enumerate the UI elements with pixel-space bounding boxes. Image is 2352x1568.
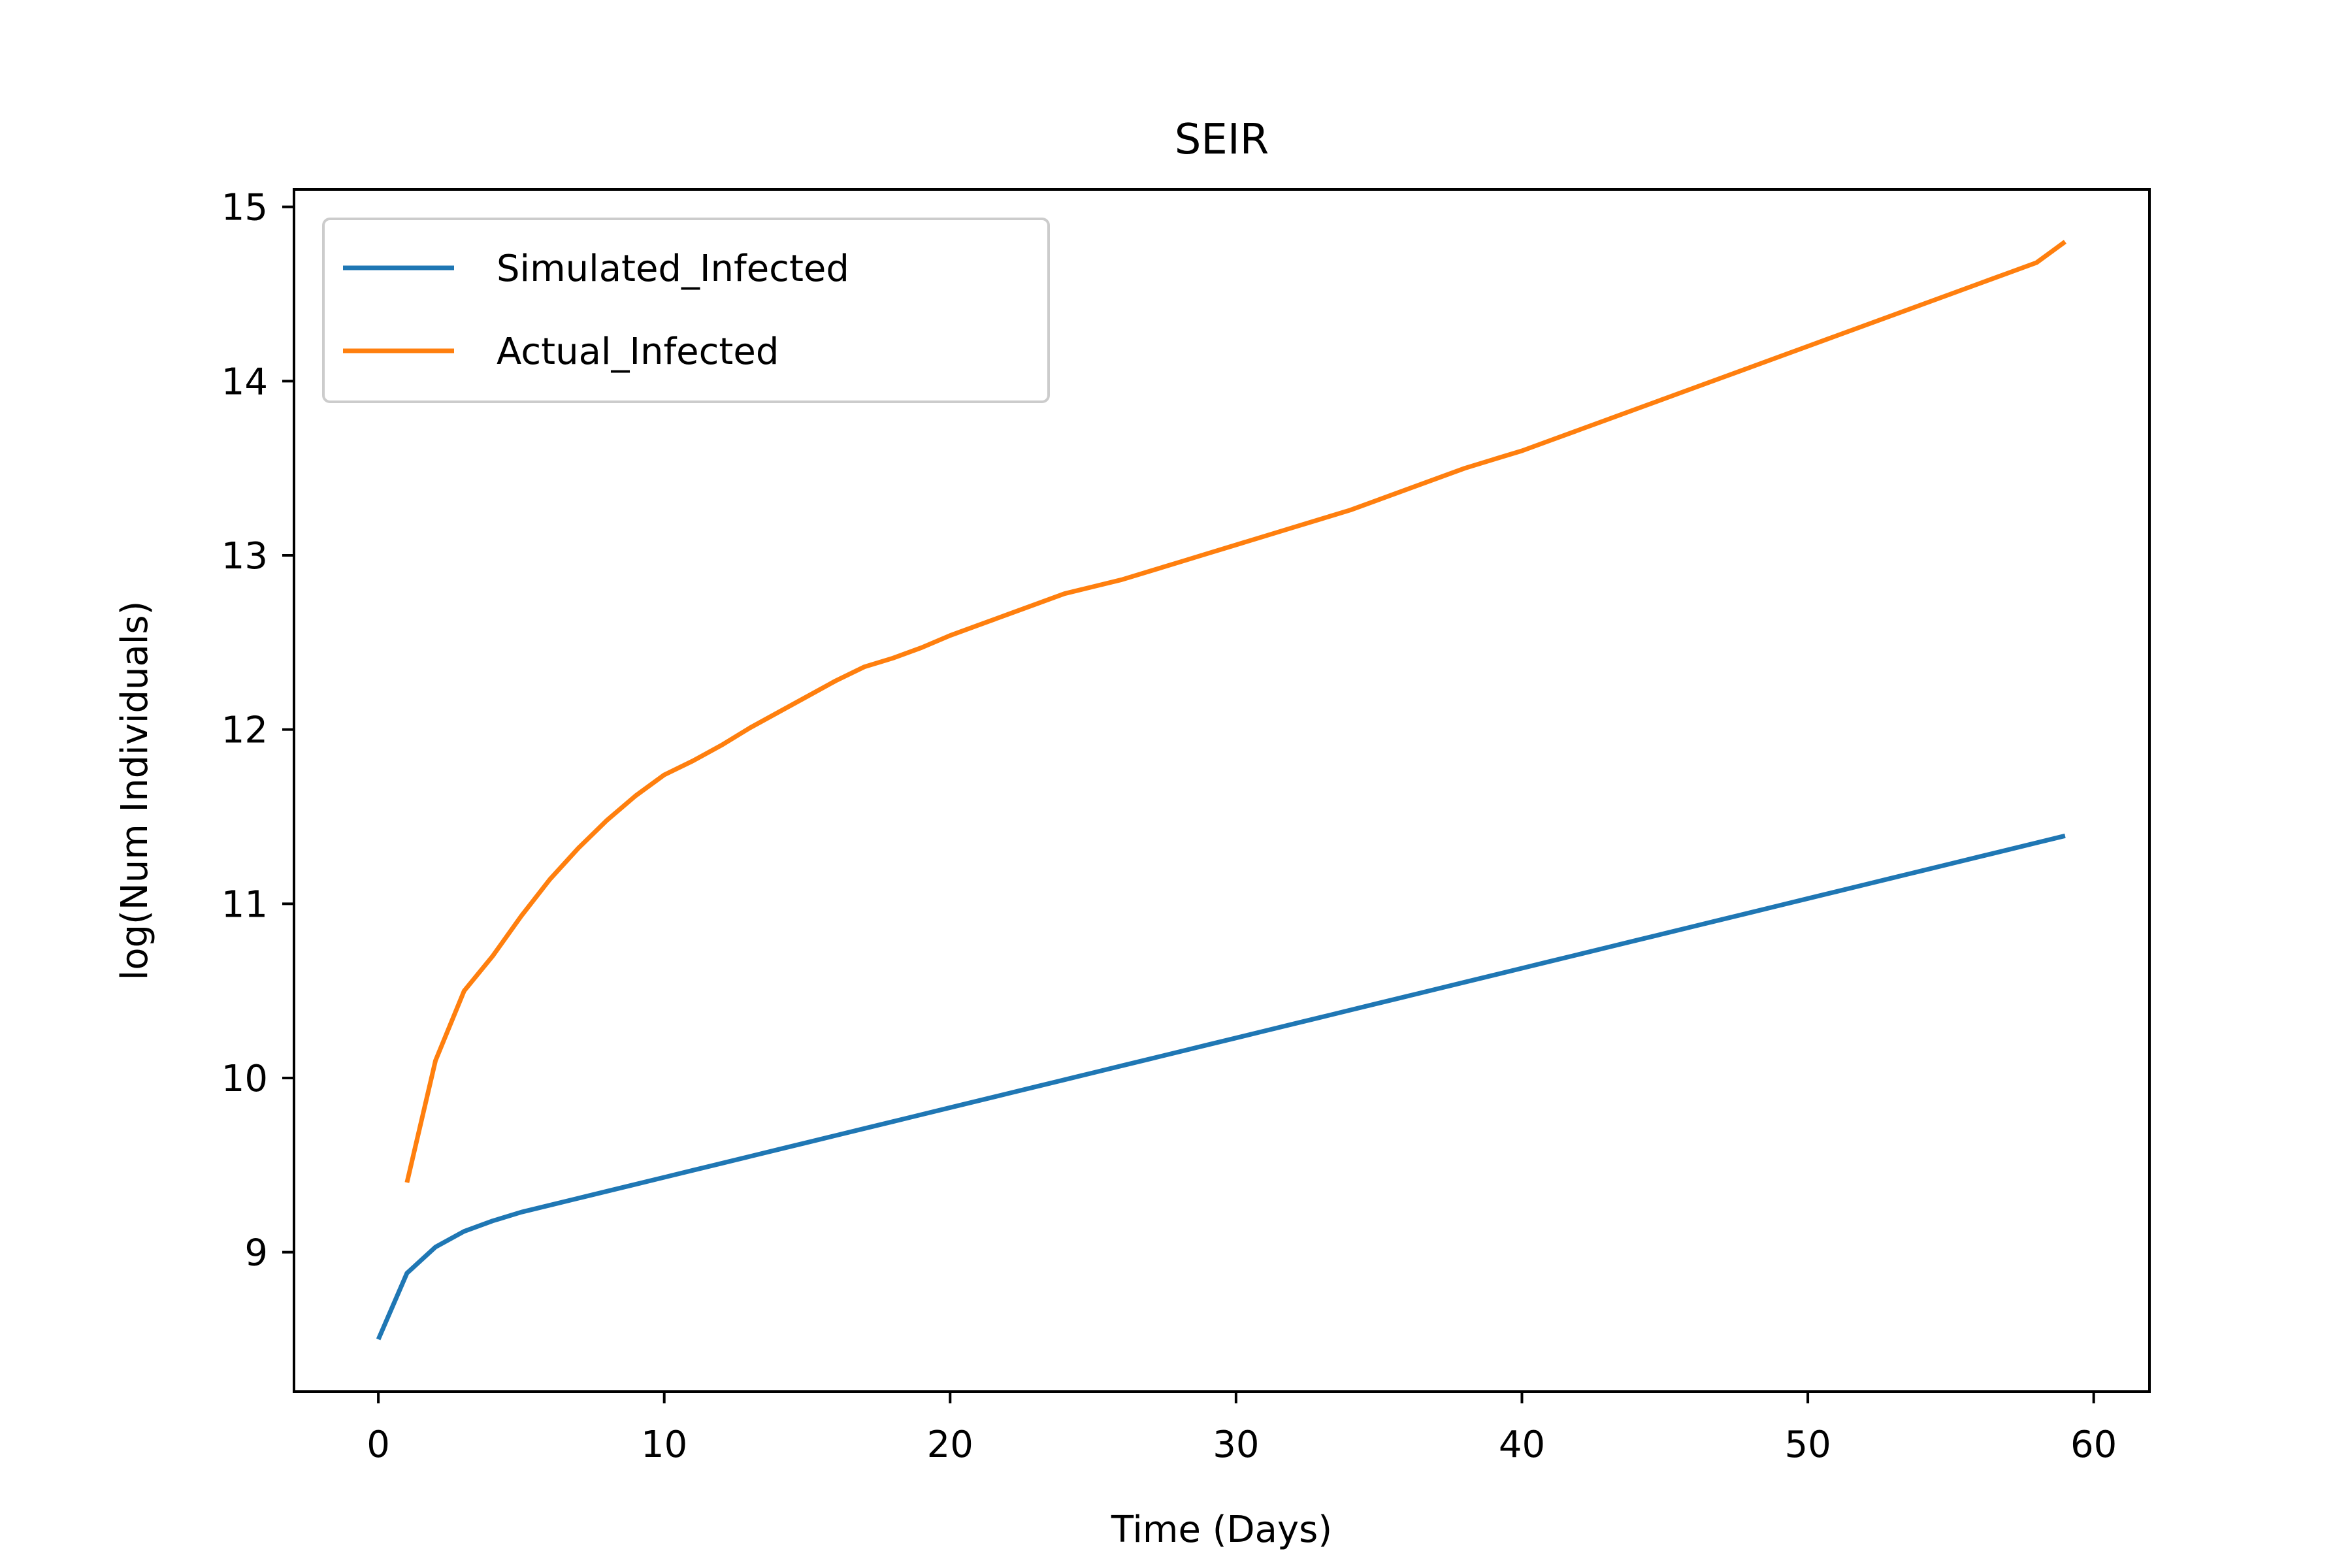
y-tick-label: 15 [221,187,268,229]
x-tick-label: 60 [2070,1424,2117,1466]
y-tick-label: 14 [221,361,268,403]
series-line-simulated-infected [376,833,2066,1341]
y-tick-label: 13 [221,535,268,578]
series-line-actual-infected [404,240,2066,1183]
x-tick-label: 50 [1784,1424,1831,1466]
ticks-layer: 0 10 20 30 40 50 60 9 10 11 12 13 14 15 [221,187,2117,1466]
y-tick-label: 12 [221,710,268,752]
x-tick-label: 20 [927,1424,973,1466]
x-tick-label: 30 [1213,1424,1259,1466]
legend-label: Simulated_Infected [497,248,849,290]
x-tick-label: 0 [367,1424,390,1466]
y-tick-label: 9 [244,1232,268,1275]
legend-box [322,218,1050,403]
chart-title: SEIR [1175,116,1269,164]
plot-frame [293,188,2151,1393]
legend: Simulated_Infected Actual_Infected [322,218,1050,403]
series-layer [376,240,2066,1341]
y-axis-label: log(Num Individuals) [114,601,156,981]
y-tick-label: 11 [221,883,268,926]
x-tick-label: 40 [1499,1424,1545,1466]
legend-label: Actual_Infected [497,331,779,373]
x-tick-label: 10 [641,1424,687,1466]
y-tick-label: 10 [221,1058,268,1100]
x-axis-label: Time (Days) [1111,1509,1332,1551]
